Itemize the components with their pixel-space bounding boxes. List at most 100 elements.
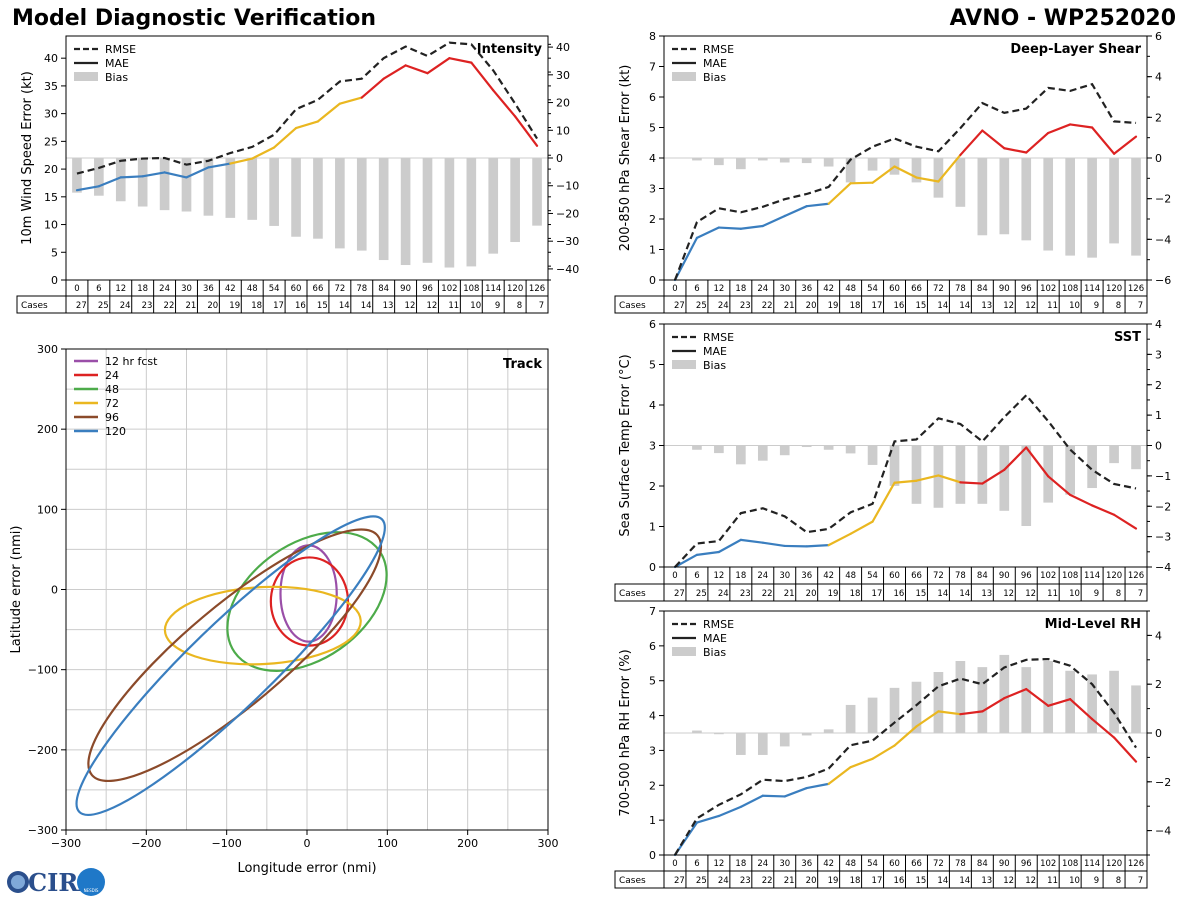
forecast-hour-label: 84 xyxy=(977,571,988,581)
legend-bias-label: Bias xyxy=(703,359,726,372)
mae-segment xyxy=(849,181,874,185)
bias-bar xyxy=(225,158,236,218)
legend-mae-label: MAE xyxy=(703,345,727,358)
mae-segment xyxy=(1047,698,1072,707)
mae-segment xyxy=(827,532,852,547)
case-count-label: 25 xyxy=(98,301,109,311)
forecast-hour-label: 120 xyxy=(1106,859,1122,869)
case-count-label: 12 xyxy=(1025,301,1036,311)
bias-tick-label: 2 xyxy=(1155,678,1162,691)
case-count-label: 21 xyxy=(185,301,196,311)
case-count-label: 9 xyxy=(1094,589,1099,599)
mae-segment xyxy=(937,474,962,484)
forecast-hour-label: 12 xyxy=(713,284,724,294)
legend-label: 24 xyxy=(105,369,119,382)
bias-bar xyxy=(823,158,834,167)
x-tick-label: 0 xyxy=(304,837,311,850)
bias-bar xyxy=(714,158,724,166)
mae-segment xyxy=(937,710,962,716)
bias-bar xyxy=(400,158,411,266)
bias-bar xyxy=(736,158,746,170)
y-tick-label: 6 xyxy=(649,318,656,331)
y-tick-label: 6 xyxy=(649,91,656,104)
y-tick-label: 4 xyxy=(649,152,656,165)
forecast-hour-label: 48 xyxy=(845,284,856,294)
case-count-label: 14 xyxy=(937,589,948,599)
y-tick-label: −100 xyxy=(28,664,58,677)
case-count-label: 18 xyxy=(251,301,262,311)
case-count-label: 23 xyxy=(142,301,153,311)
forecast-hour-label: 18 xyxy=(735,571,746,581)
mae-segment xyxy=(1069,493,1094,507)
forecast-hour-label: 0 xyxy=(672,859,677,869)
mae-segment xyxy=(893,165,918,179)
y-tick-label: 0 xyxy=(649,274,656,287)
mae-segment xyxy=(827,766,852,785)
y-tick-label: 300 xyxy=(37,343,58,356)
mae-segment xyxy=(695,226,720,240)
mae-segment xyxy=(1025,446,1050,478)
case-count-label: 15 xyxy=(915,876,926,886)
mae-segment xyxy=(514,115,539,147)
forecast-hour-label: 18 xyxy=(137,284,148,294)
bias-bar xyxy=(1043,158,1054,251)
legend-mae-label: MAE xyxy=(105,57,129,70)
panel-track: −300 −200 −100 0 100 200 300 −300 −200 −100 0 100 20… xyxy=(9,343,559,876)
mae-segment xyxy=(1112,736,1138,763)
bias-tick-label: 2 xyxy=(1155,379,1162,392)
y-tick-label: 5 xyxy=(51,246,58,259)
bias-bar xyxy=(999,445,1010,511)
bias-tick-label: 30 xyxy=(556,69,570,82)
mae-segment xyxy=(717,226,742,230)
case-count-label: 8 xyxy=(1116,876,1121,886)
y-tick-label: 35 xyxy=(44,80,58,93)
y-tick-label: −300 xyxy=(28,824,58,837)
cases-row xyxy=(614,295,1148,314)
mae-segment xyxy=(915,176,940,183)
mae-segment xyxy=(871,165,896,184)
forecast-hour-label: 114 xyxy=(1084,284,1100,294)
mae-segment xyxy=(717,538,742,554)
panel-title: Mid-Level RH xyxy=(1045,617,1141,632)
forecast-hour-label: 84 xyxy=(977,859,988,869)
case-count-label: 10 xyxy=(1069,876,1080,886)
forecast-hour-label: 114 xyxy=(485,284,501,294)
case-count-label: 16 xyxy=(295,301,306,311)
case-count-label: 19 xyxy=(828,301,839,311)
case-count-label: 17 xyxy=(872,876,883,886)
legend-bias-swatch xyxy=(74,72,98,81)
rmse-line xyxy=(674,393,1137,568)
bias-bar xyxy=(269,158,279,226)
forecast-hour-label: 72 xyxy=(933,284,944,294)
bias-tick-label: 0 xyxy=(556,152,563,165)
panel-title: Deep-Layer Shear xyxy=(1010,42,1141,57)
y-tick-label: 100 xyxy=(37,503,58,516)
forecast-hour-label: 30 xyxy=(181,284,192,294)
case-count-label: 11 xyxy=(1047,301,1058,311)
cases-row xyxy=(16,295,549,314)
bias-tick-label: −2 xyxy=(1155,500,1171,513)
bias-bar xyxy=(115,158,126,202)
mae-segment xyxy=(294,120,320,130)
case-count-label: 12 xyxy=(426,301,437,311)
bias-bar xyxy=(692,730,702,733)
forecast-hour-label: 0 xyxy=(74,284,79,294)
forecast-hour-label: 120 xyxy=(1106,284,1122,294)
forecast-hour-label: 90 xyxy=(999,284,1010,294)
x-tick-label: −300 xyxy=(51,837,81,850)
forecast-hour-label: 0 xyxy=(672,284,677,294)
mae-segment xyxy=(871,744,896,760)
case-count-label: 9 xyxy=(495,301,500,311)
panel-intensity: 0510152025303540−40−30−20−1001020304010m… xyxy=(16,35,579,314)
bias-bar xyxy=(977,667,988,733)
bias-bar xyxy=(1021,158,1032,241)
case-count-label: 25 xyxy=(696,301,707,311)
forecast-hour-label: 36 xyxy=(801,571,812,581)
mae-segment xyxy=(119,175,144,179)
case-count-label: 22 xyxy=(762,589,773,599)
rmse-line xyxy=(674,657,1137,856)
case-count-label: 13 xyxy=(383,301,394,311)
mae-segment xyxy=(97,176,122,188)
forecast-hour-label: 78 xyxy=(955,859,966,869)
mae-segment xyxy=(470,61,495,92)
